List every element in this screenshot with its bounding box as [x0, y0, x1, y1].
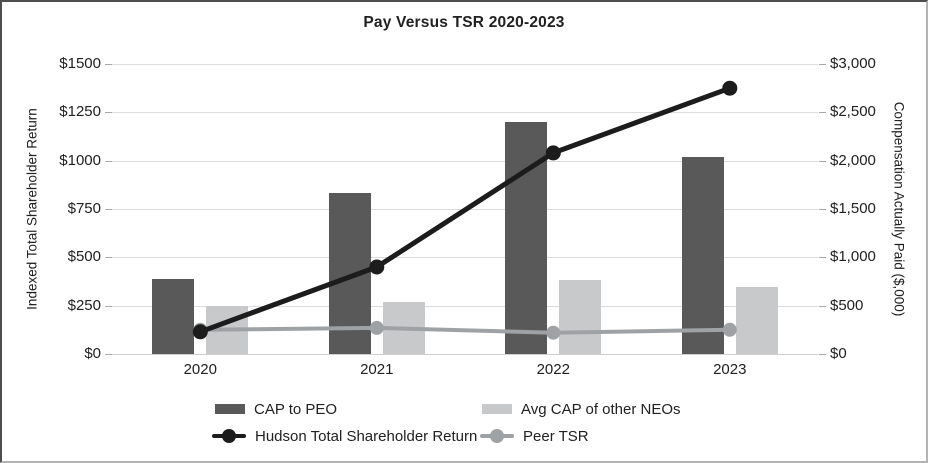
legend-label: Avg CAP of other NEOs: [521, 400, 681, 418]
gridline: [112, 257, 818, 259]
left-axis-title: Indexed Total Shareholder Return: [24, 108, 40, 310]
left-axis-tick: $1250: [59, 103, 101, 121]
right-tick-mark: [819, 112, 826, 114]
x-axis-label-2021: 2021: [360, 361, 394, 378]
left-axis-tick: $0: [84, 345, 101, 362]
gridline: [112, 112, 818, 114]
point-peer-tsr-2021: [369, 320, 384, 335]
avg-cap-neos-swatch: [482, 404, 512, 414]
point-peer-tsr-2023: [722, 322, 737, 337]
hudson-tsr-line-dot-swatch: [212, 428, 246, 444]
gridline: [112, 64, 818, 65]
gridline: [112, 305, 818, 307]
x-axis-label-2020: 2020: [183, 361, 217, 378]
left-axis-tick: $1500: [59, 55, 101, 72]
legend-item-hudson-tsr: Hudson Total Shareholder Return: [212, 427, 477, 445]
left-tick-mark: [105, 64, 112, 65]
chart-title: Pay Versus TSR 2020-2023: [363, 14, 565, 31]
right-axis-tick: $2,500: [830, 103, 876, 121]
right-axis-tick: $2,000: [830, 151, 876, 169]
gridline: [112, 160, 818, 162]
left-tick-mark: [105, 209, 112, 210]
legend-label: Peer TSR: [523, 427, 589, 445]
point-hudson-total-shareholder-return-2021: [369, 259, 385, 275]
right-axis-tick: $0: [830, 345, 847, 362]
legend-label: Hudson Total Shareholder Return: [255, 427, 478, 445]
right-axis-title: Compensation Actually Paid ($,000): [891, 101, 907, 317]
peer-tsr-line-dot-swatch: [480, 428, 514, 444]
point-peer-tsr-2022: [546, 325, 561, 340]
bar-avg-cap-of-other-neos-2022: [559, 279, 602, 354]
left-tick-mark: [105, 112, 112, 114]
left-axis-tick: $250: [67, 296, 101, 314]
point-hudson-total-shareholder-return-2020: [192, 324, 208, 340]
left-axis-tick: $500: [67, 248, 101, 266]
right-tick-mark: [819, 209, 826, 210]
legend-item-peer-tsr: Peer TSR: [480, 427, 589, 445]
legend-item-cap-to-peo: CAP to PEO: [215, 400, 337, 418]
x-axis-label-2022: 2022: [536, 361, 570, 378]
bar-cap-to-peo-2023: [681, 156, 724, 354]
left-tick-mark: [105, 160, 112, 162]
point-hudson-total-shareholder-return-2022: [545, 145, 561, 161]
x-axis-label-2023: 2023: [713, 361, 747, 378]
left-axis-tick: $1000: [59, 151, 101, 169]
line-hudson-total-shareholder-return: [197, 85, 733, 335]
legend-label: CAP to PEO: [254, 400, 338, 418]
left-axis-tick: $750: [67, 200, 101, 217]
bar-cap-to-peo-2020: [152, 278, 195, 354]
right-tick-mark: [819, 64, 826, 65]
plot-area: [112, 64, 818, 355]
cap-to-peo-swatch: [215, 404, 245, 414]
right-tick-mark: [819, 354, 826, 355]
point-hudson-total-shareholder-return-2023: [722, 80, 738, 96]
left-tick-mark: [105, 257, 112, 259]
bar-avg-cap-of-other-neos-2023: [735, 287, 778, 354]
right-tick-mark: [819, 160, 826, 162]
left-tick-mark: [105, 354, 112, 355]
line-series-layer: [192, 80, 738, 340]
right-axis-tick: $1,500: [830, 200, 876, 217]
right-tick-mark: [819, 305, 826, 307]
right-tick-mark: [819, 257, 826, 259]
left-tick-mark: [105, 305, 112, 307]
legend-item-avg-cap-neos: Avg CAP of other NEOs: [482, 400, 681, 418]
right-axis-tick: $1,000: [830, 248, 876, 266]
line-peer-tsr: [198, 325, 732, 335]
gridline: [112, 354, 818, 355]
right-axis-tick: $500: [830, 296, 864, 314]
right-axis-tick: $3,000: [830, 55, 876, 72]
